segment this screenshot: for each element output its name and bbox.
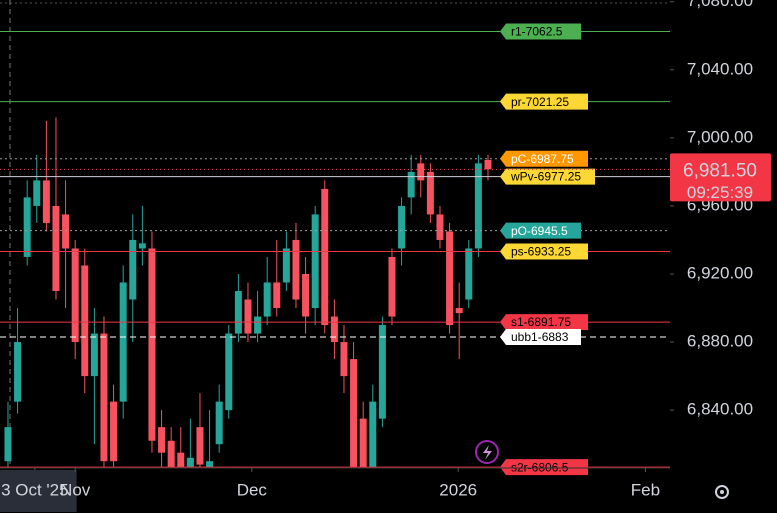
candle-body (158, 427, 166, 453)
candle-body (23, 197, 31, 257)
candle-body (225, 333, 233, 411)
alert-icon[interactable] (475, 440, 499, 464)
candle-body (244, 299, 252, 334)
candle-body (446, 231, 454, 326)
x-tick-label: 3 Oct '25 (1, 480, 69, 499)
level-tag (500, 314, 588, 331)
level-tag (500, 222, 581, 239)
candle-body (484, 159, 492, 170)
level-label: pO-6945.5 (511, 224, 568, 238)
candle-body (196, 427, 204, 465)
candle-body (388, 256, 396, 317)
candle-body (263, 282, 271, 317)
x-tick-label: Feb (631, 480, 660, 499)
candle-body (321, 188, 329, 326)
candle-body (62, 214, 70, 249)
y-tick-label: 7,000.00 (687, 127, 753, 146)
level-label: ubb1-6883 (511, 330, 569, 344)
candle-body (110, 401, 118, 462)
candle-body (369, 401, 377, 468)
level-tag (500, 459, 588, 476)
candle-body (455, 308, 463, 314)
y-tick-label: 7,080.00 (687, 0, 753, 10)
level-label: pr-7021.25 (511, 95, 569, 109)
candle-body (474, 163, 482, 249)
level-tag (500, 93, 588, 110)
candle-body (340, 342, 348, 377)
level-label: s1-6891.75 (511, 315, 571, 329)
candle-body (71, 248, 79, 343)
level-label: s2r-6806.5 (511, 460, 569, 474)
y-tick-label: 7,040.00 (687, 59, 753, 78)
candle-body (398, 205, 406, 249)
candles (4, 117, 492, 468)
level-tag (500, 150, 588, 167)
candle-body (292, 239, 300, 300)
level-label: wPv-6977.25 (510, 170, 581, 184)
alert-bolt (483, 445, 492, 460)
settings-icon[interactable] (715, 485, 729, 499)
candle-body (206, 461, 214, 468)
x-tick-label: 2026 (439, 480, 477, 499)
last-price-label: 6,981.50 (683, 160, 757, 181)
candle-body (282, 248, 290, 283)
level-label: ps-6933.25 (511, 245, 571, 259)
candle-body (330, 316, 338, 343)
candle-body (234, 291, 242, 334)
x-tick-label: Dec (237, 480, 268, 499)
candle-body (273, 282, 281, 309)
candle-body (100, 333, 108, 462)
settings-dot (720, 490, 724, 494)
candle-body (417, 163, 425, 181)
candle-body (302, 273, 310, 317)
candle-body (81, 265, 89, 377)
candle-body (148, 248, 156, 441)
candle-body (14, 342, 22, 402)
countdown: 09:25:39 (687, 183, 753, 202)
candle-body (119, 282, 127, 402)
candle-body (359, 418, 367, 468)
candle-body (90, 333, 98, 377)
candle-body (4, 427, 12, 462)
candle-body (177, 452, 185, 468)
level-tag (500, 23, 581, 40)
candle-body (426, 171, 434, 215)
y-tick-label: 6,840.00 (687, 400, 753, 419)
candle-body (129, 239, 137, 300)
last-price-tag (670, 153, 771, 202)
candle-body (311, 214, 319, 309)
x-tick-label: Nov (60, 480, 91, 499)
level-label: r1-7062.5 (511, 25, 563, 39)
candle-body (138, 243, 146, 249)
candle-body (186, 457, 194, 468)
level-tag (500, 328, 581, 345)
candle-body (33, 180, 41, 206)
levels: r1-7062.5 pr-7021.25 pC-6987.75 wPv-6977.25… (0, 23, 670, 476)
y-tick-label: 6,880.00 (687, 332, 753, 351)
candle-body (350, 359, 358, 468)
candle-body (465, 248, 473, 300)
x-crosshair-label-bg (0, 470, 77, 512)
candle-body (436, 214, 444, 240)
level-label: pC-6987.75 (511, 152, 574, 166)
candle-body (167, 440, 175, 468)
candle-body (42, 180, 50, 223)
candle-body (254, 316, 262, 334)
candle-body (52, 205, 60, 292)
candle-body (215, 401, 223, 445)
y-tick-label: 6,920.00 (687, 263, 753, 282)
level-tag (500, 168, 595, 185)
candle-body (407, 171, 415, 198)
level-tag (500, 243, 588, 260)
candle-body (378, 325, 386, 419)
